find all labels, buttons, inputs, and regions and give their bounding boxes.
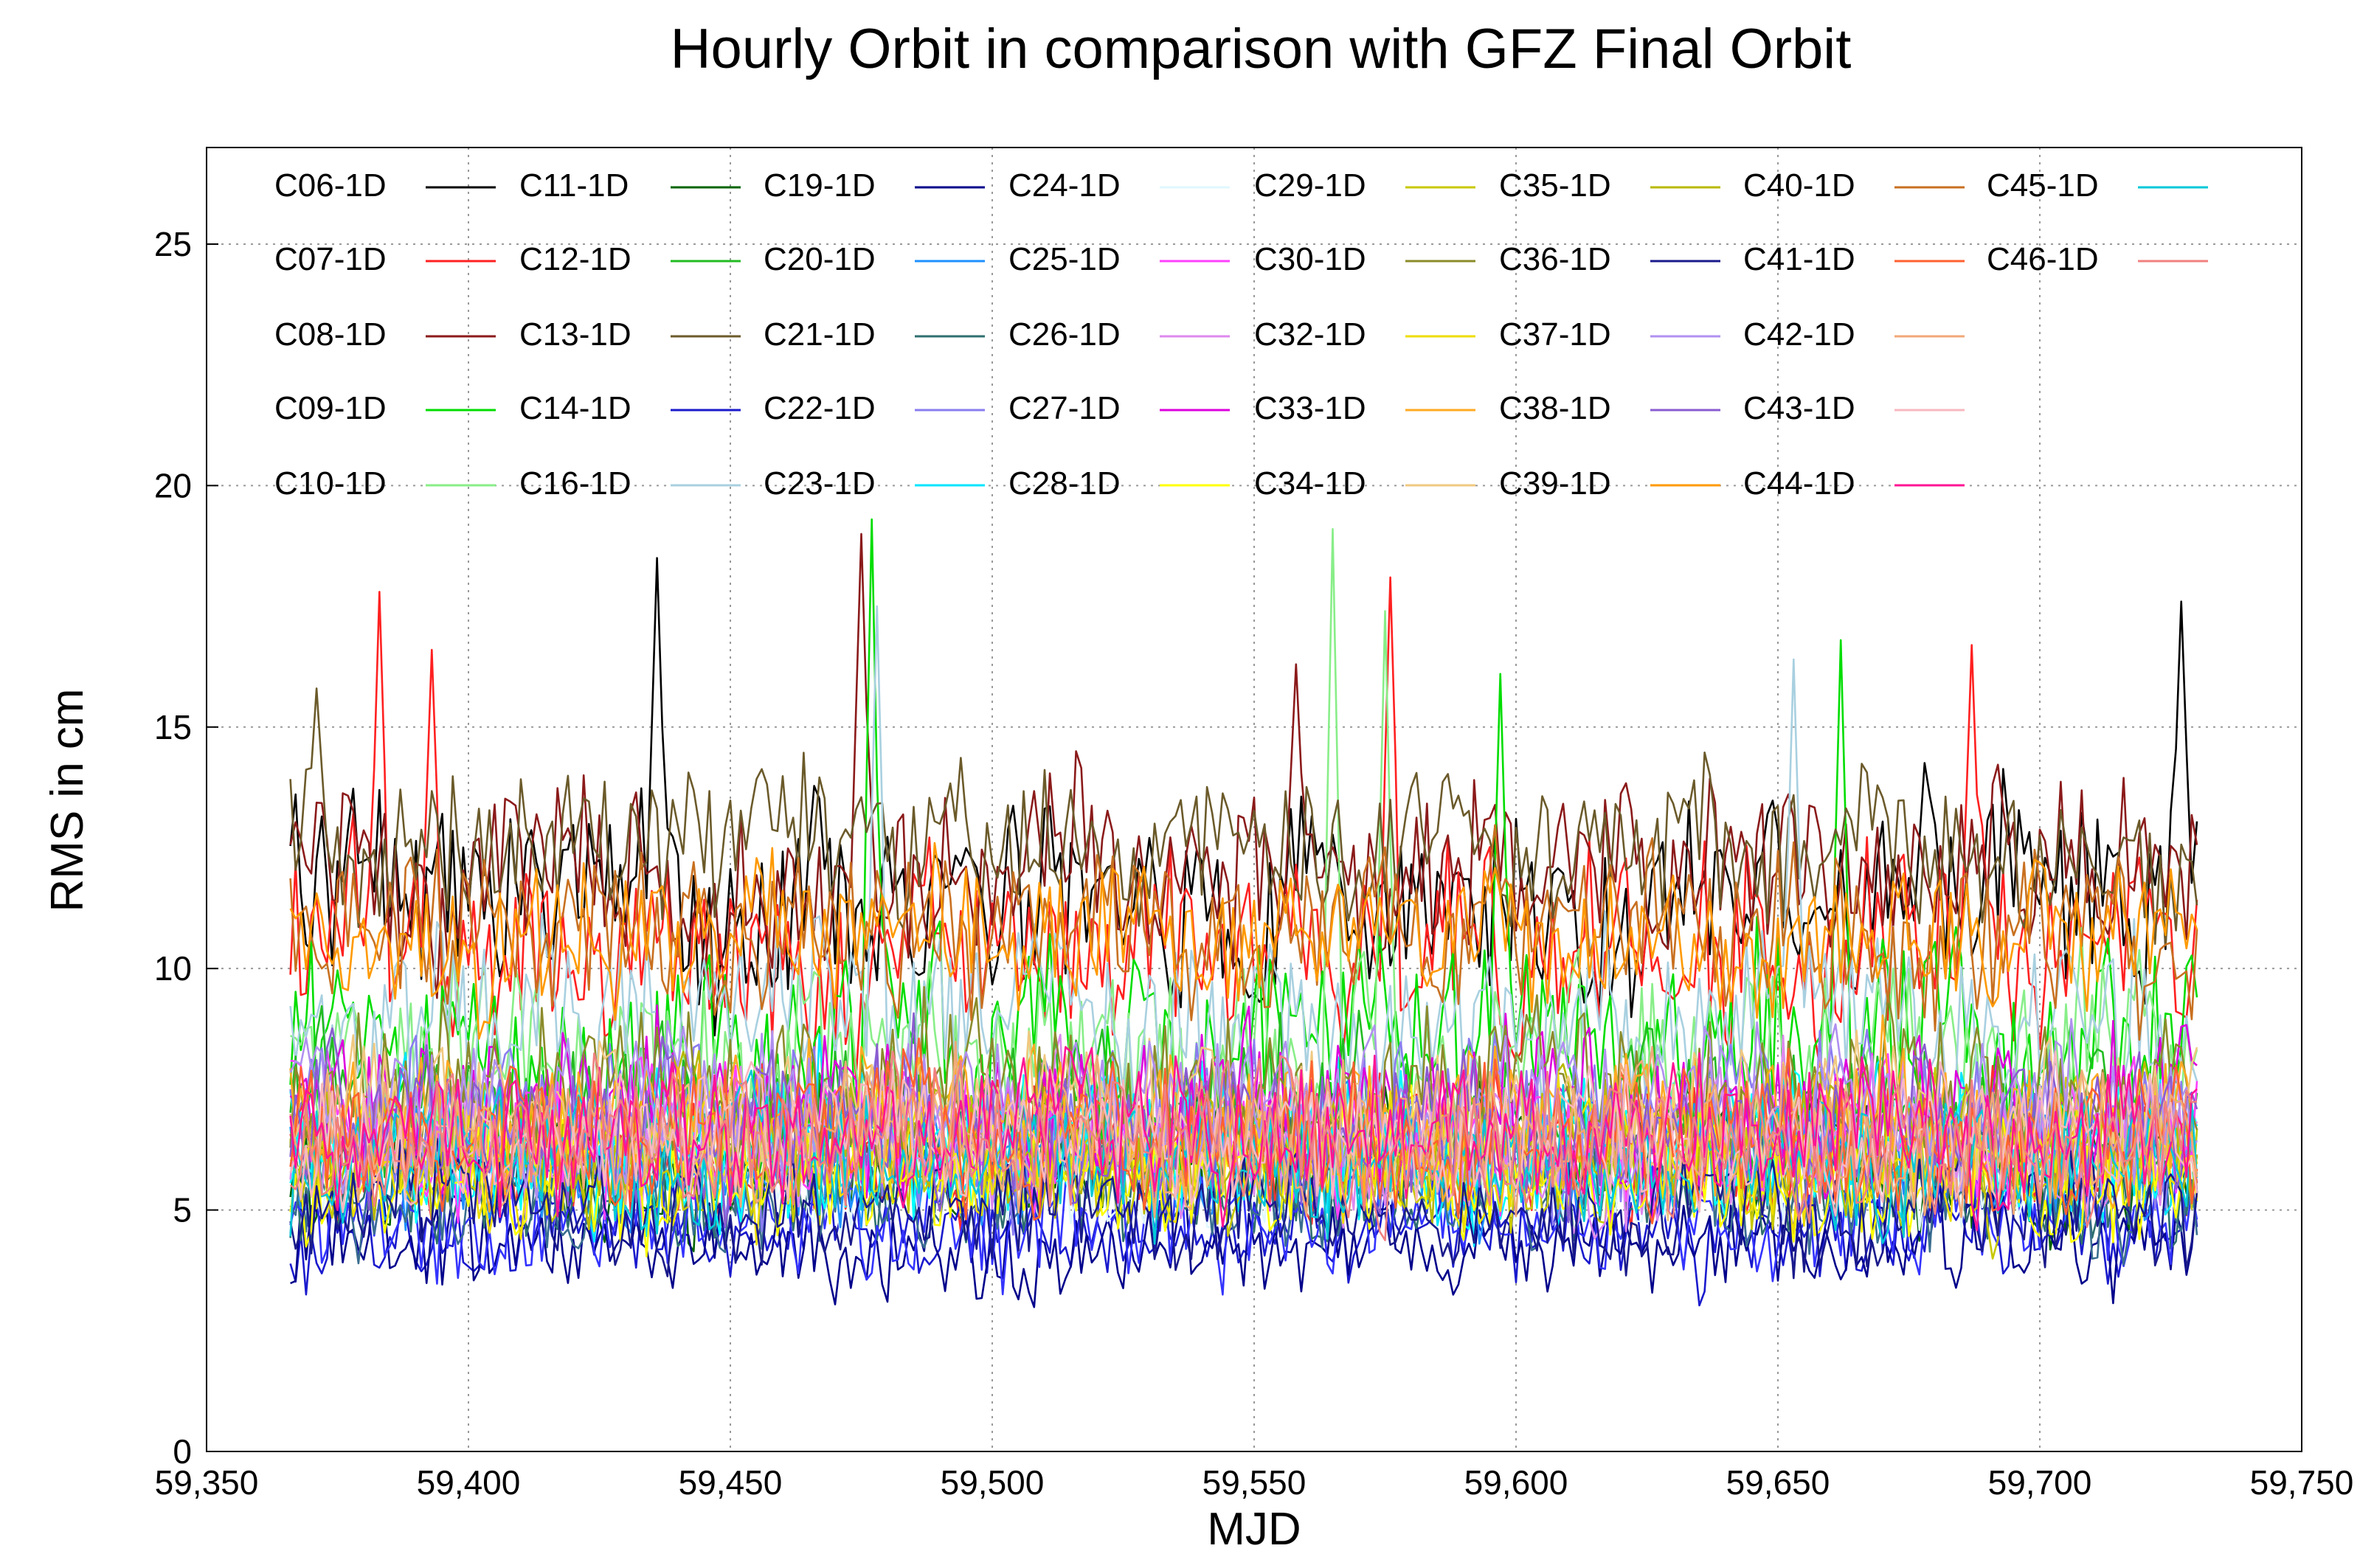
legend-label: C33-1D	[1254, 390, 1366, 426]
legend-label: C07-1D	[274, 241, 387, 277]
legend-label: C34-1D	[1254, 465, 1366, 502]
series-line-C07-1D	[289, 576, 2198, 1079]
legend-label: C38-1D	[1499, 390, 1611, 426]
x-tick-label: 59,550	[1202, 1463, 1307, 1502]
x-tick-label: 59,650	[1726, 1463, 1830, 1502]
legend-label: C16-1D	[519, 465, 631, 502]
series-line-C46-1D-legend-salmon	[289, 1050, 2198, 1241]
legend-label: C08-1D	[274, 316, 387, 353]
legend-label: C41-1D	[1743, 241, 1855, 277]
x-tick-label: 59,350	[155, 1463, 259, 1502]
x-axis-label: MJD	[1207, 1504, 1301, 1555]
y-tick-label: 20	[154, 466, 192, 504]
x-tick-label: 59,600	[1464, 1463, 1568, 1502]
y-tick-label: 5	[173, 1191, 192, 1229]
legend-label: C46-1D	[1987, 241, 2099, 277]
legend-label: C37-1D	[1499, 316, 1611, 353]
legend-label: C11-1D	[519, 167, 629, 204]
legend-label: C30-1D	[1254, 241, 1366, 277]
legend-label: C21-1D	[764, 316, 876, 353]
plot-frame	[206, 147, 2302, 1452]
legend-label: C06-1D	[274, 167, 387, 204]
legend-label: C26-1D	[1008, 316, 1121, 353]
x-tick-label: 59,700	[1988, 1463, 2092, 1502]
legend-label: C39-1D	[1499, 465, 1611, 502]
legend-label: C29-1D	[1254, 167, 1366, 204]
legend-label: C27-1D	[1008, 390, 1121, 426]
legend-label: C09-1D	[274, 390, 387, 426]
series-layer	[289, 518, 2198, 1308]
series-line-C16-1D	[289, 605, 2198, 1142]
x-tick-label: 59,750	[2250, 1463, 2354, 1502]
legend-label: C28-1D	[1008, 465, 1121, 502]
y-tick-label: 25	[154, 225, 192, 263]
legend-label: C19-1D	[764, 167, 876, 204]
legend-label: C23-1D	[764, 465, 876, 502]
legend-label: C42-1D	[1743, 316, 1855, 353]
legend-label: C44-1D	[1743, 465, 1855, 502]
x-tick-label: 59,400	[417, 1463, 521, 1502]
legend-label: C20-1D	[764, 241, 876, 277]
x-axis: 59,350 59,400 59,450 59,500 59,550 59,600 59,6…	[155, 1463, 2354, 1502]
series-line-C44-1D	[289, 842, 2198, 1040]
legend-label: C43-1D	[1743, 390, 1855, 426]
series-line-C13-1D	[289, 687, 2198, 947]
series-line-C40-1D	[289, 824, 2198, 1041]
legend-label: C13-1D	[519, 316, 631, 353]
series-line-C44-1D-legend-rose	[289, 1046, 2198, 1232]
legend-label: C32-1D	[1254, 316, 1366, 353]
series-line-C08-1D	[289, 533, 2198, 999]
legend: C06-1D C11-1D C19-1D C24-1D C29-1D C35-1D C40-…	[274, 167, 2208, 502]
legend-label: C24-1D	[1008, 167, 1121, 204]
legend-label: C14-1D	[519, 390, 631, 426]
legend-label: C10-1D	[274, 465, 387, 502]
chart-title: Hourly Orbit in comparison with GFZ Fina…	[671, 18, 1852, 80]
y-tick-label: 15	[154, 708, 192, 746]
y-tick-label: 0	[173, 1432, 192, 1471]
y-axis-label: RMS in cm	[42, 688, 93, 912]
legend-label: C45-1D	[1987, 167, 2099, 204]
legend-label: C25-1D	[1008, 241, 1121, 277]
legend-label: C35-1D	[1499, 167, 1611, 204]
y-axis: 0 5 10 15 20 25	[154, 225, 218, 1471]
x-tick-label: 59,450	[679, 1463, 783, 1502]
legend-label: C40-1D	[1743, 167, 1855, 204]
y-tick-label: 10	[154, 949, 192, 988]
series-line-C45-1D	[289, 1069, 2198, 1245]
legend-label: C22-1D	[764, 390, 876, 426]
x-tick-label: 59,500	[941, 1463, 1045, 1502]
legend-label: C12-1D	[519, 241, 631, 277]
legend-label: C36-1D	[1499, 241, 1611, 277]
